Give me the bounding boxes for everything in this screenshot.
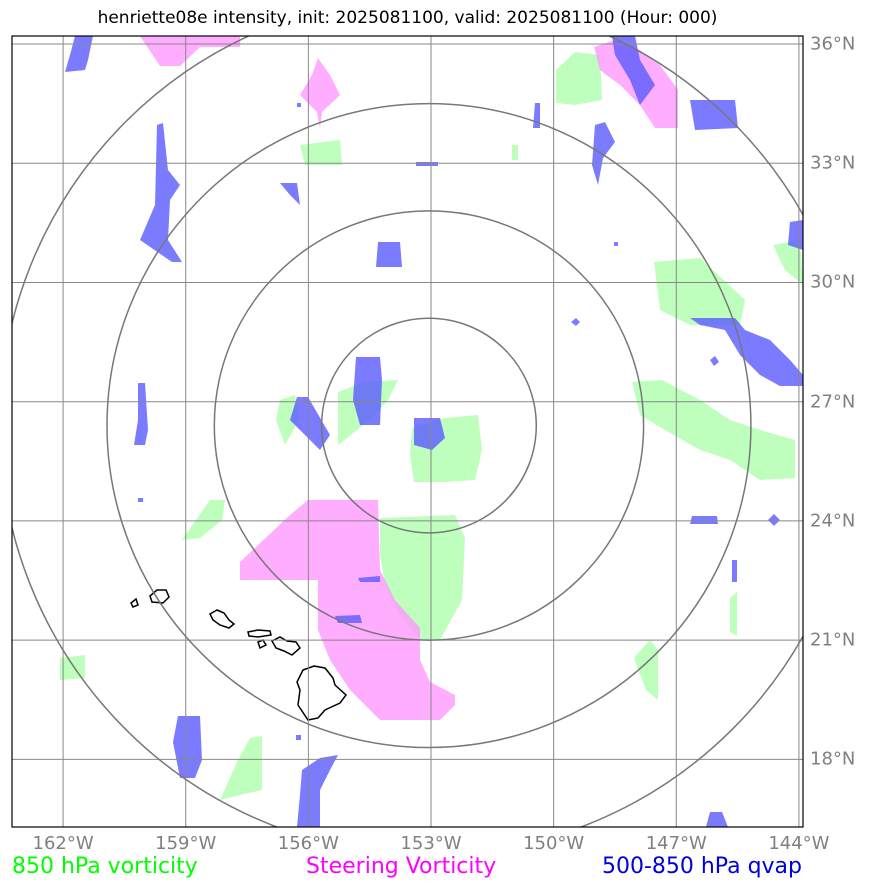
qvap-area	[614, 242, 618, 246]
qvap-area	[592, 122, 615, 185]
lon-label: 147°W	[645, 833, 707, 854]
coastline-hawaii	[130, 589, 348, 721]
lon-label: 150°W	[523, 833, 585, 854]
vorticity-850-area	[182, 500, 225, 540]
qvap-area	[710, 356, 719, 366]
legend-qvap: 500-850 hPa qvap	[601, 854, 802, 879]
map-title: henriette08e intensity, init: 2025081100…	[97, 8, 718, 28]
qvap-area	[134, 383, 148, 445]
vorticity-850-area	[512, 145, 518, 160]
lon-label: 159°W	[155, 833, 217, 854]
qvap-area	[358, 576, 380, 582]
vorticity-850-area	[730, 592, 737, 636]
legend-850-vorticity: 850 hPa vorticity	[12, 854, 198, 879]
legend-steering-vorticity: Steering Vorticity	[306, 854, 497, 879]
qvap-area	[290, 397, 330, 450]
island-oahu	[209, 609, 236, 629]
range-ring	[106, 102, 752, 749]
qvap-area	[690, 100, 738, 130]
island-kauai	[149, 589, 170, 604]
island-molokai	[247, 629, 272, 638]
qvap-area	[416, 162, 438, 166]
qvap-area	[138, 498, 143, 502]
qvap-area	[335, 615, 362, 623]
lat-label: 33°N	[810, 152, 856, 174]
qvap-area	[173, 716, 202, 778]
vorticity-850-area	[632, 380, 795, 480]
graticule	[12, 36, 803, 827]
island-hawaii	[296, 665, 348, 721]
qvap-area	[296, 735, 301, 740]
qvap-layer	[65, 36, 803, 827]
island-maui	[270, 636, 301, 656]
qvap-area	[297, 755, 338, 827]
plot-frame	[11, 35, 804, 828]
qvap-area	[571, 318, 580, 326]
lon-label: 156°W	[277, 833, 339, 854]
vorticity-850-area	[773, 240, 803, 285]
lat-label: 36°N	[810, 33, 856, 55]
qvap-area	[732, 560, 737, 582]
range-ring	[213, 210, 645, 641]
qvap-area	[788, 220, 803, 250]
steering-vorticity-area	[140, 36, 240, 66]
island-niihau	[130, 597, 139, 608]
qvap-area	[65, 36, 93, 72]
qvap-area	[376, 242, 402, 267]
qvap-area	[533, 103, 540, 128]
vorticity-850-area	[556, 52, 602, 105]
qvap-area	[297, 103, 301, 107]
steering-vorticity-area	[300, 58, 340, 128]
qvap-area	[353, 357, 382, 425]
lat-label: 24°N	[810, 510, 856, 532]
vorticity-850-area	[300, 140, 342, 165]
lon-label: 153°W	[400, 833, 462, 854]
lat-label: 18°N	[810, 748, 856, 770]
lon-label: 162°W	[32, 833, 94, 854]
qvap-area	[280, 183, 300, 205]
qvap-area	[612, 36, 655, 105]
qvap-area	[706, 812, 728, 827]
qvap-area	[690, 318, 803, 386]
lon-label: 144°W	[768, 833, 830, 854]
lat-label: 27°N	[810, 391, 856, 413]
qvap-area	[414, 418, 445, 450]
vorticity-850-area	[634, 640, 658, 700]
qvap-area	[140, 123, 182, 262]
lat-label: 21°N	[810, 629, 856, 651]
range-rings	[12, 36, 803, 827]
island-lanai	[257, 639, 268, 650]
qvap-area	[690, 516, 718, 524]
vorticity-850-area	[220, 736, 262, 800]
steering-vorticity-area	[240, 500, 455, 720]
range-ring	[320, 317, 538, 534]
lat-label: 30°N	[810, 271, 856, 293]
qvap-area	[768, 514, 780, 526]
